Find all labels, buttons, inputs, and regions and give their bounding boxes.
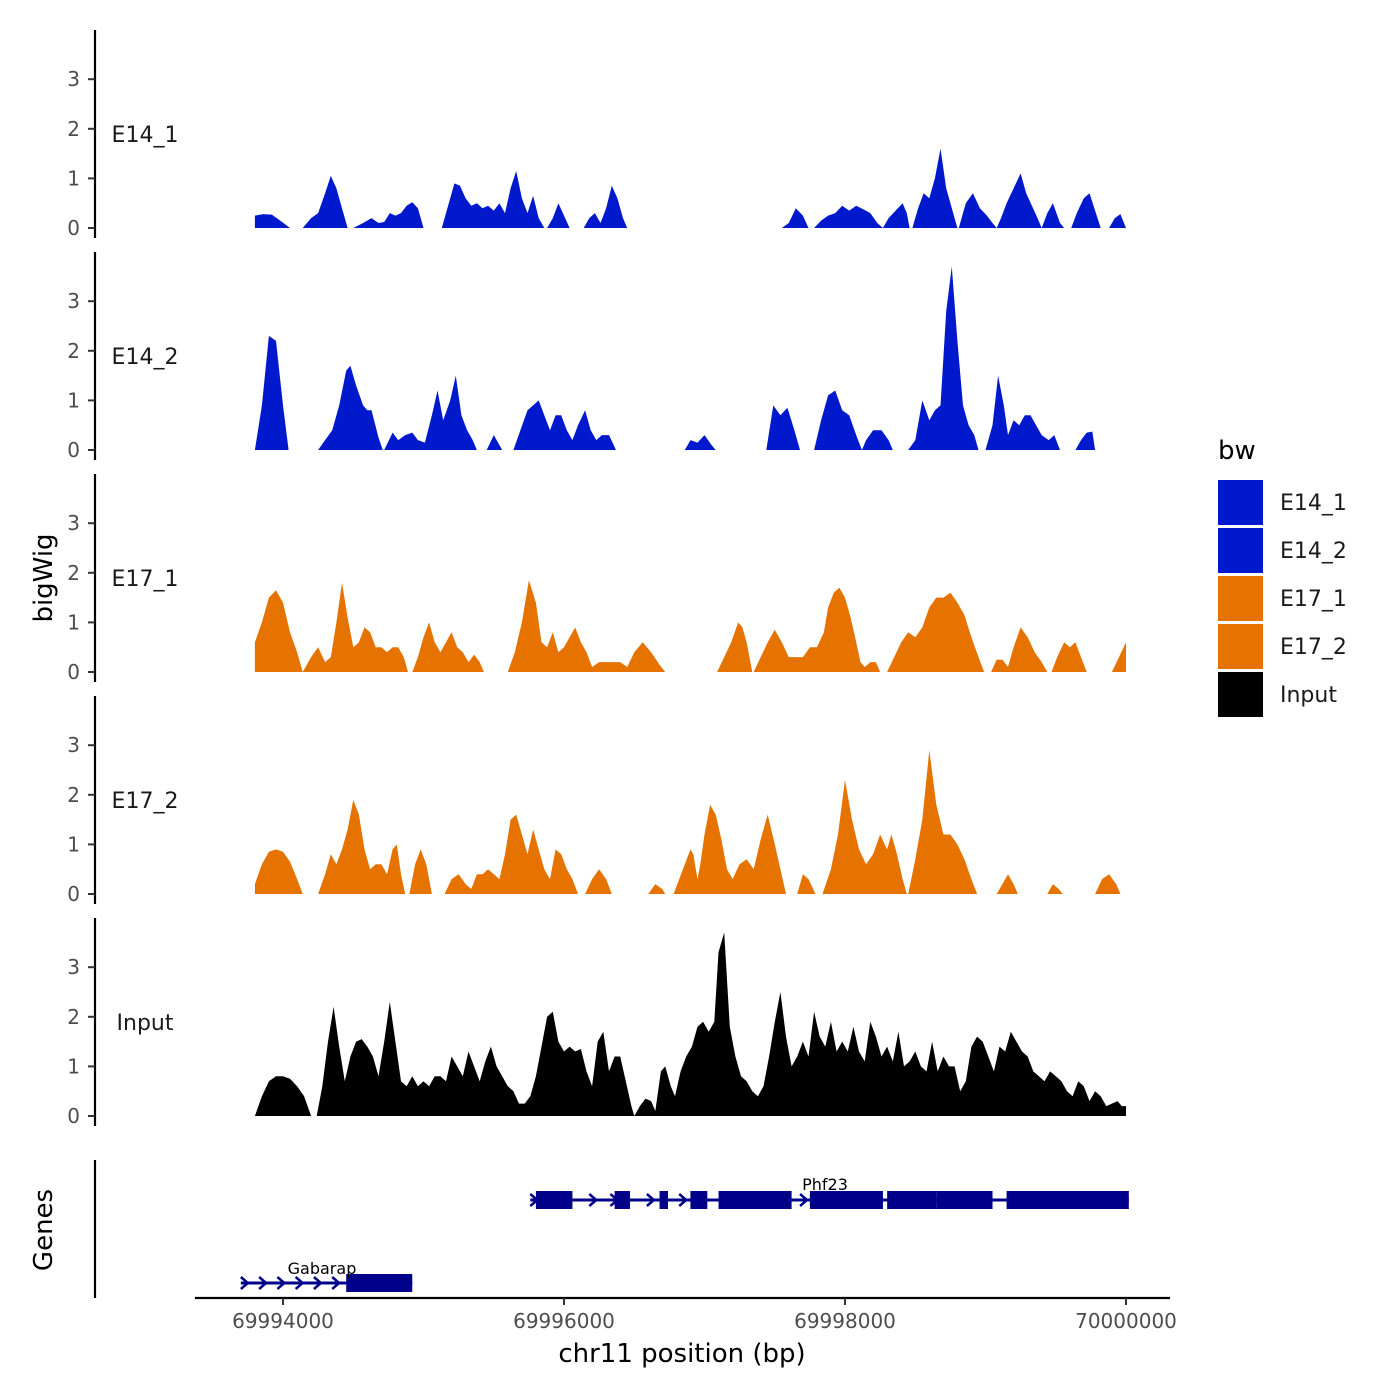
signal-area-e17-2 [254, 750, 1126, 894]
strand-arrow [258, 1276, 269, 1290]
gene-exon [659, 1191, 668, 1209]
strand-arrow [588, 1193, 599, 1207]
track-panel-e14-2: 0 1 2 3 E14_2 [67, 252, 1096, 462]
strand-arrow [646, 1193, 656, 1207]
x-tick-label: 69996000 [513, 1309, 615, 1333]
strand-arrow [678, 1193, 689, 1207]
y-tick-label: 0 [67, 882, 80, 906]
signal-area-e14-2 [254, 266, 1096, 450]
gene-label: Phf23 [802, 1175, 848, 1194]
signal-area-e14-1 [254, 148, 1126, 228]
genes-panel: Phf23 Gabarap [93, 1160, 1129, 1298]
gene-exon [614, 1191, 631, 1209]
legend-item: Input [1218, 672, 1337, 717]
y-tick-label: 0 [67, 216, 80, 240]
gene-exon [936, 1191, 993, 1209]
gene-label: Gabarap [288, 1259, 357, 1278]
gene-exon [718, 1191, 792, 1209]
gene-exon [535, 1191, 573, 1209]
y-tick-label: 3 [67, 67, 80, 91]
y-axis-title: bigWig [29, 533, 59, 622]
legend-title: bw [1218, 436, 1256, 466]
y-tick-label: 1 [67, 166, 80, 190]
y-tick-label: 0 [67, 438, 80, 462]
legend-label: E17_2 [1280, 635, 1347, 660]
legend-item: E17_1 [1218, 576, 1347, 621]
y-tick-label: 3 [67, 955, 80, 979]
strand-arrow [331, 1276, 342, 1290]
signal-area-input [254, 932, 1126, 1116]
track-label: Input [117, 1011, 174, 1036]
track-panel-input: 0 1 2 3 Input [67, 918, 1126, 1128]
strand-arrow [799, 1193, 809, 1207]
legend-label: E17_1 [1280, 587, 1347, 612]
y-tick-label: 0 [67, 660, 80, 684]
strand-arrow [276, 1276, 287, 1290]
y-tick-label: 2 [67, 117, 80, 141]
gene-exon [887, 1191, 937, 1209]
gene-exon [809, 1191, 883, 1209]
x-tick-label: 70000000 [1075, 1309, 1177, 1333]
strand-arrow [294, 1276, 305, 1290]
track-panel-e14-1: 0 1 2 3 E14_1 [67, 30, 1126, 240]
y-tick-label: 2 [67, 1005, 80, 1029]
x-tick-label: 69994000 [232, 1309, 334, 1333]
y-tick-label: 1 [67, 610, 80, 634]
x-axis: 69994000 69996000 69998000 70000000 [195, 1296, 1177, 1333]
y-tick-label: 3 [67, 289, 80, 313]
gene-gabarap: Gabarap [240, 1259, 413, 1292]
strand-arrow [240, 1276, 250, 1290]
y-tick-label: 3 [67, 733, 80, 757]
legend-swatch [1218, 624, 1263, 669]
gene-exon [346, 1274, 413, 1292]
legend-label: E14_2 [1280, 539, 1347, 564]
track-panels: 0 1 2 3 E14_1 0 1 2 3 E14_2 0 1 2 3 E17_1 0 1 2 3 E17_2 0 1 2 3… [67, 30, 1126, 1128]
legend-swatch [1218, 672, 1263, 717]
y-tick-label: 3 [67, 511, 80, 535]
genes-axis-title: Genes [29, 1189, 59, 1271]
track-label: E17_1 [112, 567, 179, 592]
x-axis-title: chr11 position (bp) [558, 1339, 805, 1369]
legend-item: E14_1 [1218, 480, 1347, 525]
legend-item: E17_2 [1218, 624, 1347, 669]
legend-item: E14_2 [1218, 528, 1347, 573]
legend-swatch [1218, 480, 1263, 525]
y-tick-label: 1 [67, 832, 80, 856]
strand-arrow [529, 1193, 540, 1207]
gene-phf23: Phf23 [529, 1175, 1129, 1209]
track-label: E17_2 [112, 789, 179, 814]
signal-area-e17-1 [254, 580, 1126, 672]
track-panel-e17-2: 0 1 2 3 E17_2 [67, 696, 1126, 906]
y-tick-label: 2 [67, 561, 80, 585]
legend-label: E14_1 [1280, 491, 1347, 516]
strand-arrow [609, 1193, 620, 1207]
legend-swatch [1218, 576, 1263, 621]
legend: bw E14_1 E14_2 E17_1 E17_2 Input [1218, 436, 1347, 717]
strand-arrow [313, 1276, 323, 1290]
track-panel-e17-1: 0 1 2 3 E17_1 [67, 474, 1126, 684]
gene-exon [1006, 1191, 1129, 1209]
gene-exon [690, 1191, 708, 1209]
y-tick-label: 2 [67, 339, 80, 363]
y-tick-label: 1 [67, 1054, 80, 1078]
legend-swatch [1218, 528, 1263, 573]
x-tick-label: 69998000 [794, 1309, 896, 1333]
y-tick-label: 2 [67, 783, 80, 807]
y-tick-label: 1 [67, 388, 80, 412]
legend-label: Input [1280, 683, 1337, 708]
y-tick-label: 0 [67, 1104, 80, 1128]
track-label: E14_1 [112, 123, 179, 148]
track-label: E14_2 [112, 345, 179, 370]
